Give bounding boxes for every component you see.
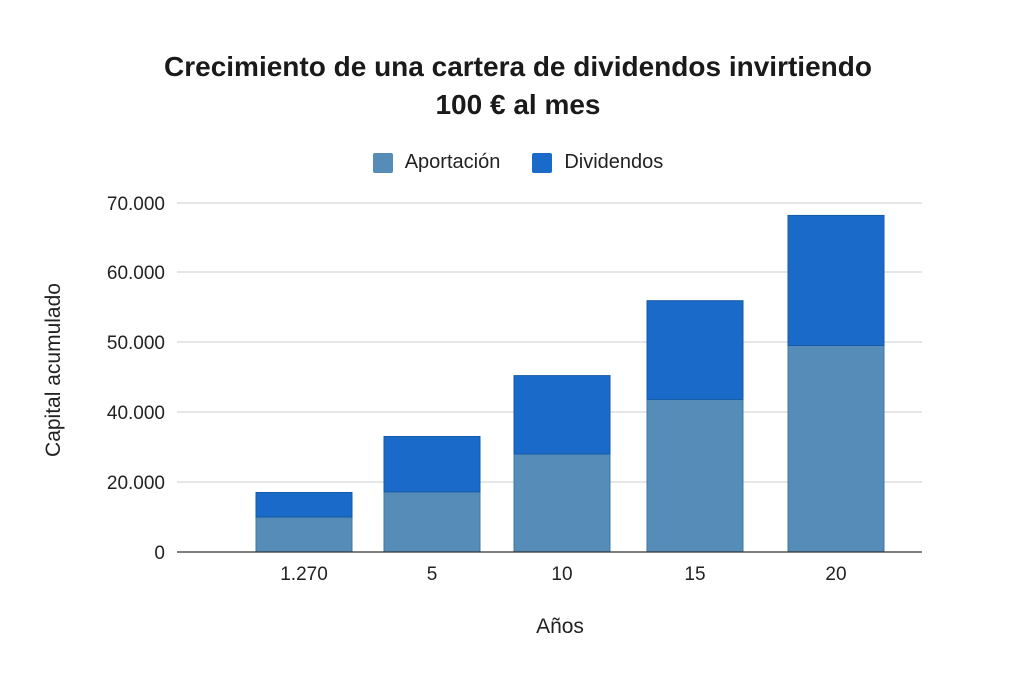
legend-item-dividendos[interactable]: Dividendos xyxy=(532,151,663,174)
y-tick-label: 20.000 xyxy=(107,473,165,494)
legend-swatch-aportacion xyxy=(372,152,393,173)
legend: Aportación Dividendos xyxy=(0,151,1036,174)
y-tick-label: 0 xyxy=(154,543,165,564)
x-tick-label: 15 xyxy=(684,564,705,585)
chart-title-line-1: Crecimiento de una cartera de dividendos… xyxy=(164,51,872,82)
legend-swatch-dividendos xyxy=(532,152,553,173)
chart-title-line-2: 100 € al mes xyxy=(435,89,601,120)
legend-item-aportacion[interactable]: Aportación xyxy=(372,151,501,174)
bar-dividendos[interactable] xyxy=(787,214,885,346)
chart-title: Crecimiento de una cartera de dividendos… xyxy=(0,48,1036,124)
bar-dividendos[interactable] xyxy=(255,492,353,518)
y-tick-label: 50.000 xyxy=(107,333,165,354)
bar-dividendos[interactable] xyxy=(383,436,481,493)
y-tick-label: 60.000 xyxy=(107,263,165,284)
x-axis-label: Años xyxy=(536,615,584,638)
bar-aportacion[interactable] xyxy=(513,453,611,553)
y-tick-label: 70.000 xyxy=(107,194,165,215)
bar-aportacion[interactable] xyxy=(255,516,353,553)
x-tick-label: 20 xyxy=(825,564,846,585)
bar-aportacion[interactable] xyxy=(383,491,481,553)
y-tick-label: 40.000 xyxy=(107,403,165,424)
bar-aportacion[interactable] xyxy=(787,345,885,553)
bar-aportacion[interactable] xyxy=(646,398,744,553)
bar-dividendos[interactable] xyxy=(513,375,611,455)
x-tick-label: 5 xyxy=(427,564,438,585)
legend-label-aportacion: Aportación xyxy=(404,151,501,173)
legend-label-dividendos: Dividendos xyxy=(564,151,664,173)
bar-dividendos[interactable] xyxy=(646,300,744,400)
y-axis-label: Capital acumulado xyxy=(42,283,65,457)
axis-layer: 0 20.000 40.000 50.000 60.000 70.000 1.270 5 10 1… xyxy=(107,194,922,585)
x-tick-label: 1.270 xyxy=(280,564,328,585)
bar-layer xyxy=(255,214,885,553)
x-tick-label: 10 xyxy=(551,564,572,585)
